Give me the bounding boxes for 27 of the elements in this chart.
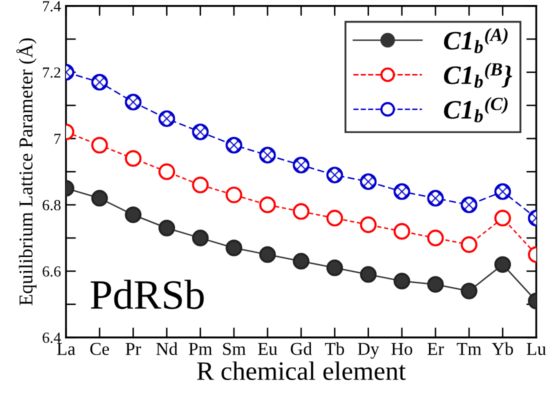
x-tick-label: Sm [223,342,246,356]
x-tick-label: La [57,343,76,356]
y-tick-label: 6.4 [42,332,61,343]
x-tick-label: Dy [358,342,380,359]
legend-label: C1$_{b}$$^{(B}$} [444,62,512,88]
y-tick-label: 7.4 [43,1,61,12]
x-tick-label: Ce [90,342,109,356]
x-tick-label: Gd [290,342,312,356]
x-tick-label: Yb [492,342,514,356]
legend-label: C1$_{b}$$^{(C)}$ [444,97,508,122]
x-tick-label: Er [427,343,444,355]
y-axis-title: Equilibrium Lattice Parameter (Å) [16,38,36,306]
y-tick-label: 7 [54,134,61,144]
x-tick-label: Pr [126,343,142,355]
legend-label: C1$_{b}$$^{(A)}$ [444,28,508,54]
x-tick-label: Nd [156,342,178,356]
x-tick-label: Eu [258,343,278,356]
annotation: PdRSb [90,280,204,310]
x-tick-label: Pm [188,343,212,355]
x-tick-label: Lu [526,343,546,356]
y-tick-label: 7.2 [43,67,60,78]
x-tick-label: Tm [456,343,482,355]
x-tick-label: Tb [325,342,344,356]
x-tick-label: Ho [391,343,412,356]
y-tick-label: 6.6 [42,266,61,277]
y-tick-label: 6.8 [42,200,61,210]
x-axis-title: R chemical element [197,361,406,380]
